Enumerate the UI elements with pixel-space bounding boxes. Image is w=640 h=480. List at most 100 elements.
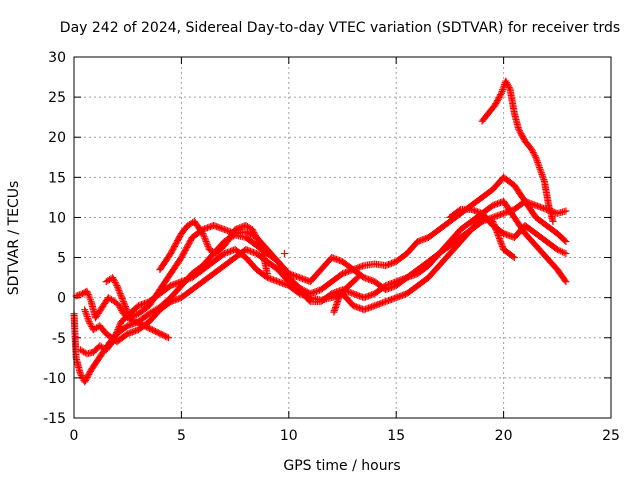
data-marker bbox=[258, 246, 266, 254]
data-marker bbox=[118, 307, 126, 315]
data-point bbox=[115, 302, 123, 310]
data-marker bbox=[117, 291, 125, 299]
data-marker bbox=[243, 229, 251, 237]
data-marker bbox=[561, 236, 569, 244]
data-marker bbox=[198, 228, 206, 236]
x-axis-ticks: 0 5 10 15 20 25 bbox=[70, 57, 620, 444]
data-point bbox=[83, 287, 91, 295]
data-marker bbox=[84, 316, 92, 324]
data-marker bbox=[250, 228, 258, 236]
data-marker bbox=[493, 98, 501, 106]
y-tick-label: 20 bbox=[48, 130, 66, 146]
data-point bbox=[562, 207, 570, 215]
data-point bbox=[562, 278, 570, 286]
data-marker bbox=[540, 176, 548, 184]
data-marker bbox=[111, 278, 119, 286]
data-marker bbox=[560, 249, 568, 257]
y-tick-label: 0 bbox=[57, 291, 66, 307]
chart-title: Day 242 of 2024, Sidereal Day-to-day VTE… bbox=[60, 20, 620, 36]
data-marker bbox=[492, 100, 500, 108]
data-marker bbox=[121, 302, 129, 310]
data-marker bbox=[112, 330, 120, 338]
data-marker bbox=[113, 327, 121, 335]
x-axis-label: GPS time / hours bbox=[283, 458, 400, 474]
data-marker bbox=[121, 301, 129, 309]
data-marker bbox=[517, 130, 525, 138]
data-marker bbox=[77, 290, 85, 298]
data-marker bbox=[249, 227, 257, 235]
data-marker bbox=[535, 162, 543, 170]
data-marker bbox=[201, 234, 209, 242]
data-marker bbox=[115, 322, 123, 330]
y-tick-label: 25 bbox=[48, 90, 66, 106]
data-marker bbox=[87, 321, 95, 329]
data-marker bbox=[494, 95, 502, 103]
y-tick-label: 10 bbox=[48, 210, 66, 226]
data-marker bbox=[202, 238, 210, 246]
y-tick-label: -10 bbox=[43, 371, 66, 387]
data-point bbox=[536, 165, 544, 173]
data-marker bbox=[533, 157, 541, 165]
data-marker bbox=[83, 311, 91, 319]
x-tick-label: 5 bbox=[177, 428, 186, 444]
data-marker bbox=[119, 296, 127, 304]
data-marker bbox=[557, 247, 565, 255]
data-marker bbox=[110, 275, 118, 283]
plot-frame bbox=[73, 56, 612, 419]
data-point bbox=[76, 370, 84, 378]
data-marker bbox=[116, 303, 124, 311]
data-marker bbox=[120, 299, 128, 307]
data-marker bbox=[518, 131, 526, 139]
data-marker bbox=[561, 276, 569, 284]
data-marker bbox=[110, 277, 118, 285]
data-marker bbox=[251, 230, 259, 238]
data-marker bbox=[84, 314, 92, 322]
data-marker bbox=[255, 239, 263, 247]
data-point bbox=[281, 250, 289, 258]
data-marker bbox=[118, 294, 126, 302]
data-point bbox=[562, 250, 570, 258]
data-marker bbox=[83, 373, 91, 381]
data-point bbox=[354, 274, 362, 282]
data-marker bbox=[122, 304, 130, 312]
data-marker bbox=[515, 127, 523, 135]
data-marker bbox=[497, 91, 505, 99]
data-marker bbox=[200, 231, 208, 239]
data-marker bbox=[504, 82, 512, 90]
data-point bbox=[248, 225, 256, 233]
data-marker bbox=[529, 148, 537, 156]
data-marker bbox=[256, 241, 264, 249]
data-marker bbox=[499, 84, 507, 92]
data-marker bbox=[539, 174, 547, 182]
data-marker bbox=[352, 275, 360, 283]
data-marker bbox=[86, 319, 94, 327]
data-point bbox=[81, 306, 89, 314]
data-marker bbox=[257, 243, 265, 251]
data-marker bbox=[537, 167, 545, 175]
data-marker bbox=[84, 290, 92, 298]
data-marker bbox=[116, 290, 124, 298]
data-marker bbox=[114, 283, 122, 291]
data-marker bbox=[116, 288, 124, 296]
data-point bbox=[263, 270, 271, 278]
data-marker bbox=[115, 324, 123, 332]
data-point bbox=[562, 238, 570, 246]
data-marker bbox=[534, 160, 542, 168]
data-point bbox=[199, 229, 207, 237]
data-marker bbox=[123, 306, 131, 314]
data-marker bbox=[516, 128, 524, 136]
data-marker bbox=[509, 253, 517, 261]
data-point bbox=[553, 246, 561, 254]
data-point bbox=[165, 334, 173, 342]
data-marker bbox=[82, 376, 90, 384]
data-point bbox=[119, 298, 127, 306]
data-marker bbox=[113, 329, 121, 337]
data-marker bbox=[253, 235, 261, 243]
data-marker bbox=[530, 150, 538, 158]
data-point bbox=[532, 153, 540, 161]
data-marker bbox=[85, 370, 93, 378]
data-marker bbox=[163, 333, 171, 341]
data-marker bbox=[558, 248, 566, 256]
data-marker bbox=[555, 246, 563, 254]
data-marker bbox=[77, 371, 85, 379]
